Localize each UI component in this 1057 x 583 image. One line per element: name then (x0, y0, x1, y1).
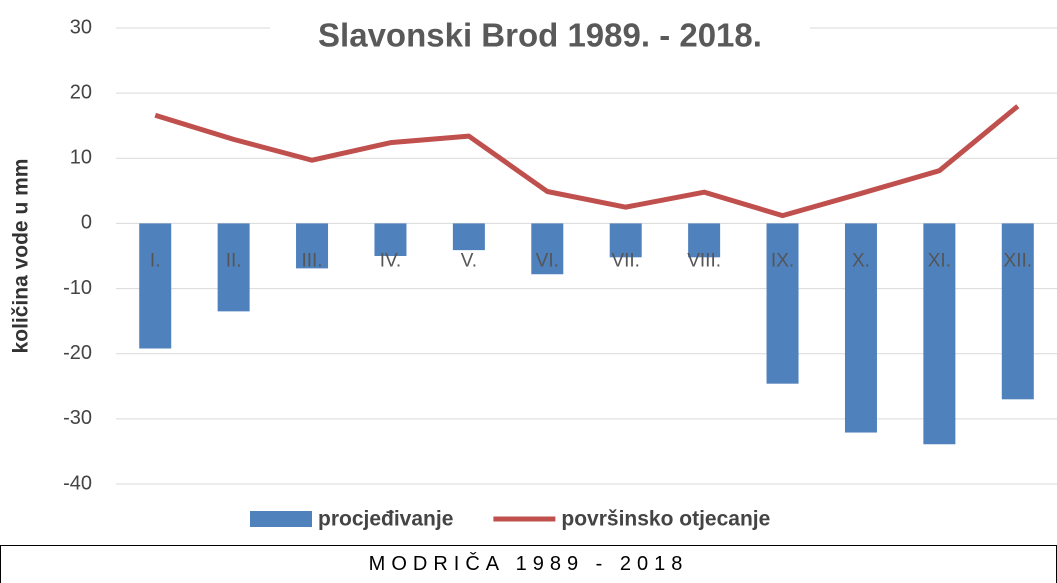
line (154, 104, 1020, 219)
y-tick-label: -10 (63, 277, 92, 299)
legend-label: procjeđivanje (318, 508, 453, 531)
legend-swatch (250, 511, 312, 527)
chart: količina vode u mm 30 20 10 0 -10 -20 -30 -40 Sl… (9, 12, 1057, 531)
y-tick-label: 20 (70, 81, 92, 103)
y-axis-label: količina vode u mm (10, 159, 33, 354)
y-tick-label: -20 (63, 342, 92, 364)
x-tick-label: IX. (771, 250, 794, 271)
bar (531, 223, 564, 275)
y-tick-label: 10 (70, 147, 92, 169)
y-tick-label: 0 (81, 212, 92, 234)
bar (452, 223, 485, 251)
bar (688, 223, 721, 258)
bar (139, 223, 172, 349)
bar (374, 223, 407, 256)
bar (844, 223, 877, 433)
x-tick-label: IV. (380, 250, 402, 271)
x-tick-label: I. (150, 250, 161, 271)
title-bg (270, 12, 810, 62)
bar (766, 223, 799, 384)
bar (609, 223, 642, 258)
bar (296, 223, 329, 269)
y-tick-label: -40 (63, 472, 92, 494)
bar (217, 223, 250, 312)
x-tick-label: VIII. (687, 250, 721, 271)
y-tick-label: 30 (70, 16, 92, 38)
chart-title: Slavonski Brod 1989. - 2018. (318, 17, 762, 54)
x-tick-label: V. (461, 250, 477, 271)
x-tick-label: III. (301, 250, 322, 271)
x-tick-label: X. (852, 250, 870, 271)
bar (1001, 223, 1034, 400)
bar (923, 223, 956, 445)
x-tick-label: XII. (1004, 250, 1033, 271)
legend-label: površinsko otjecanje (561, 508, 770, 531)
x-tick-label: VI. (536, 250, 559, 271)
grid (116, 27, 1057, 485)
x-tick-label: II. (226, 250, 242, 271)
x-tick-label: XI. (928, 250, 951, 271)
y-tick-label: -30 (63, 407, 92, 429)
x-tick-label: VII. (611, 250, 640, 271)
caption: MODRIČA 1989 - 2018 (0, 545, 1057, 583)
